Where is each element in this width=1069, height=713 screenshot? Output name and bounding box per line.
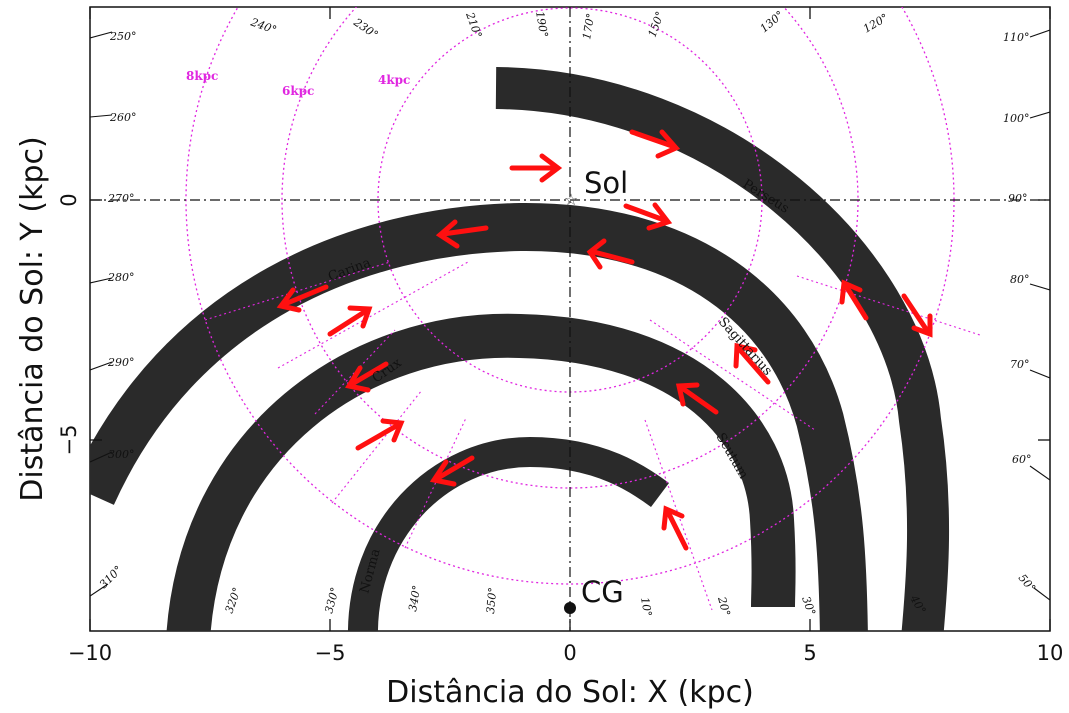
longitude-label: 190° [533,10,550,38]
arrow [901,293,933,338]
arm-carina-sagittarius [90,202,868,631]
longitude-label: 300° [108,448,135,461]
arrow [839,279,869,321]
galactic-center-label: CG [581,575,624,609]
longitude-label: 260° [109,111,137,124]
longitude-label: 70° [1010,358,1030,371]
sun-label: Sol [584,166,628,200]
sun-star-icon: ☆ [564,190,578,209]
arm-norma [348,436,669,631]
x-tick-label: −5 [315,641,346,665]
arm-crux-scutum [166,313,796,631]
longitude-label: 290° [107,356,135,369]
longitude-ticks [90,29,1050,601]
longitude-label: 110° [1003,31,1030,44]
x-tick-label: 5 [803,641,816,665]
x-axis-title: Distância do Sol: X (kpc) [386,675,754,710]
y-tick-label: 0 [57,193,81,206]
axis-ticks [89,7,1051,631]
longitude-label: 80° [1010,273,1030,286]
longitude-label: 30° [799,595,818,618]
x-tick-label: −10 [68,641,112,665]
longitude-label: 350° [484,587,499,615]
arrow [327,305,373,337]
arrow [355,418,405,451]
arrow [345,361,389,393]
arrow [733,342,771,385]
arrow [629,129,681,159]
arrow [675,382,719,415]
arrow [435,219,489,249]
x-tick-label: 10 [1037,641,1064,665]
longitude-label: 60° [1012,453,1032,466]
longitude-label: 270° [107,192,135,205]
longitude-label: 340° [406,584,423,612]
ring-label-4kpc: 4kpc [378,73,410,87]
longitude-label: 100° [1003,112,1030,125]
ring-label-6kpc: 6kpc [282,84,314,98]
arrow [509,153,563,183]
y-axis-title: Distância do Sol: Y (kpc) [15,136,50,501]
y-tick-label: −5 [57,425,81,456]
ring-label-8kpc: 8kpc [186,69,218,83]
arrow [429,455,475,487]
longitude-label: 170° [580,12,597,40]
longitude-label: 250° [109,30,137,43]
longitude-label: 10° [638,596,654,617]
x-tick-label: 0 [563,641,576,665]
arrow [623,202,673,231]
galactic-center-dot [564,602,576,614]
longitude-label: 280° [107,271,135,284]
longitude-label: 90° [1008,192,1028,205]
arrow [586,238,635,270]
arm-perseus [495,67,950,631]
rotation-arrows [276,129,933,551]
arrow [661,505,689,551]
arrow [276,284,329,313]
spiral-arms [90,67,950,631]
longitude-label: 20° [715,594,733,617]
